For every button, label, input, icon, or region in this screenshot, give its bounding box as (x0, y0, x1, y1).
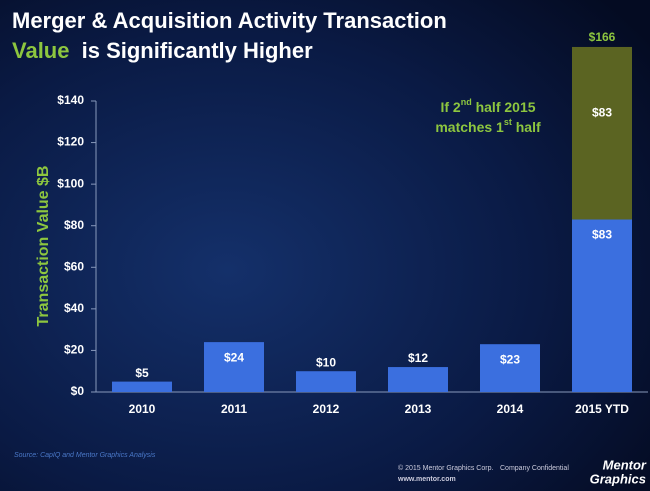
annotation: matches 1st half (435, 117, 541, 134)
y-tick-label: $140 (57, 93, 84, 107)
x-tick-label: 2010 (129, 402, 156, 416)
annotation: If 2nd half 2015 (440, 97, 535, 114)
value-label: $5 (135, 366, 149, 380)
bar-segment (480, 344, 540, 392)
title-line: Merger & Acquisition Activity Transactio… (12, 8, 447, 33)
title-rest: is Significantly Higher (82, 38, 313, 63)
y-tick-label: $40 (64, 301, 84, 315)
x-tick-label: 2015 YTD (575, 402, 629, 416)
x-tick-label: 2011 (221, 402, 247, 416)
value-label: $12 (408, 351, 428, 365)
y-tick-label: $80 (64, 218, 84, 232)
annotation-text: half 2015 (472, 99, 536, 115)
x-tick-label: 2013 (405, 402, 432, 416)
bar-segment (112, 381, 172, 392)
x-tick-label: 2014 (497, 402, 524, 416)
annotation-text: matches 1 (435, 119, 504, 135)
title-highlight: Value (12, 38, 69, 63)
bar-segment (204, 342, 264, 392)
y-tick-label: $100 (57, 176, 84, 190)
annotation-text: If 2 (440, 99, 460, 115)
value-label: $83 (592, 105, 612, 119)
annotation-text: half (512, 119, 541, 135)
x-tick-label: 2012 (313, 402, 340, 416)
logo: Mentor (603, 457, 647, 472)
source: Source: CapIQ and Mentor Graphics Analys… (14, 452, 156, 459)
y-tick-label: $120 (57, 135, 84, 149)
annotation-sup: nd (461, 97, 472, 107)
bar-segment (572, 46, 632, 220)
value-label: $23 (500, 352, 520, 366)
value-label: $10 (316, 355, 336, 369)
annotation-sup: st (504, 117, 512, 127)
y-tick-label: $0 (71, 384, 85, 398)
confidential: Company Confidential (500, 465, 569, 472)
logo: Graphics (590, 471, 646, 486)
y-tick-label: $60 (64, 259, 84, 273)
y-tick-label: $20 (64, 343, 84, 357)
bar-segment (388, 367, 448, 392)
y-axis-title: Transaction Value $B (35, 166, 52, 327)
title-line: Value is Significantly Higher (12, 38, 313, 63)
value-label: $24 (224, 350, 244, 364)
total-label: $166 (589, 30, 616, 44)
value-label: $83 (592, 228, 612, 242)
url: www.mentor.com (397, 476, 456, 483)
bar-segment (296, 371, 356, 392)
copyright: © 2015 Mentor Graphics Corp. (398, 464, 493, 472)
bar-segment (572, 219, 632, 392)
